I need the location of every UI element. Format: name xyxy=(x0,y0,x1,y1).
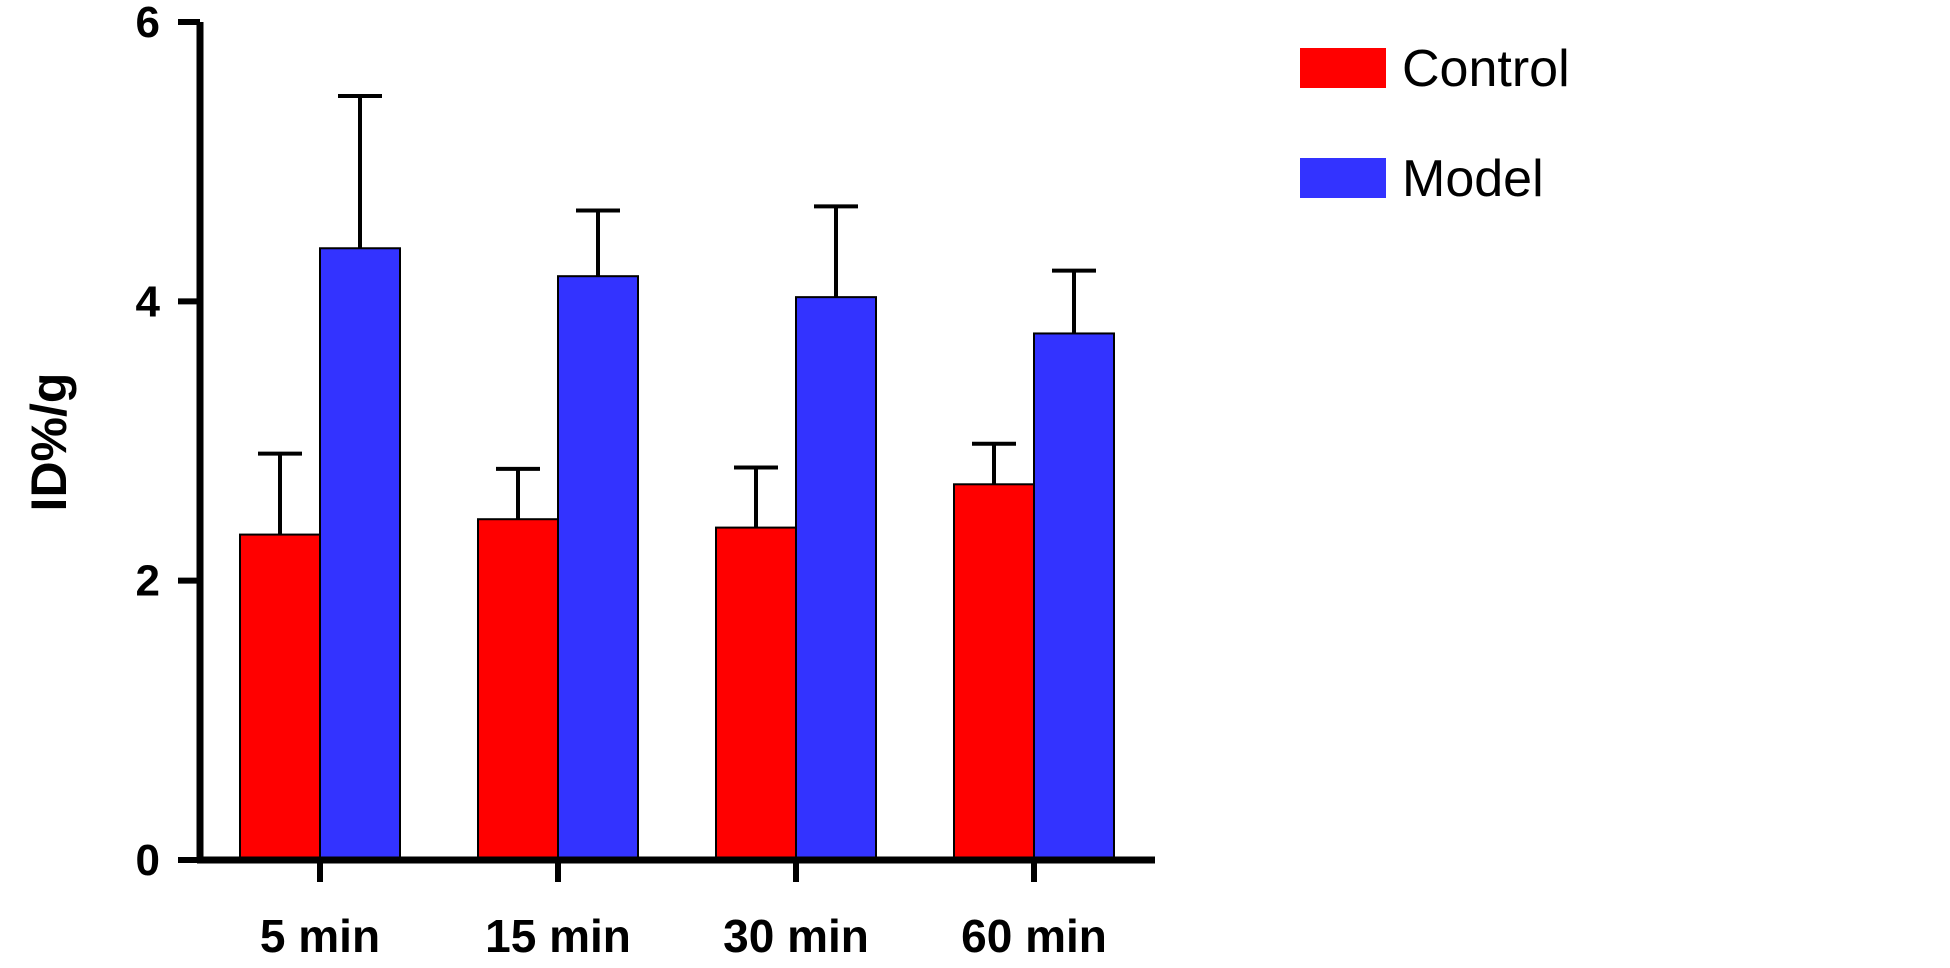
bar-control-1 xyxy=(477,518,559,861)
x-tick-label-2: 30 min xyxy=(723,910,869,962)
x-ticks: 5 min 15 min 30 min 60 min xyxy=(260,860,1107,962)
y-ticks: 0 2 4 6 xyxy=(136,0,200,885)
bar-control-3 xyxy=(953,483,1035,861)
bar-control-2 xyxy=(715,526,797,861)
bar-model-0 xyxy=(319,247,401,861)
x-tick-label-3: 60 min xyxy=(961,910,1107,962)
legend: Control Model xyxy=(1300,40,1570,208)
legend-swatch-model xyxy=(1300,158,1386,198)
bar-control-0 xyxy=(239,533,321,861)
bar-model-3 xyxy=(1033,332,1115,861)
bars-layer xyxy=(239,247,1115,862)
error-bars-layer xyxy=(258,94,1096,535)
x-tick-label-1: 15 min xyxy=(485,910,631,962)
axes-layer xyxy=(196,22,1155,864)
legend-label-control: Control xyxy=(1402,40,1570,98)
x-tick-label-0: 5 min xyxy=(260,910,380,962)
y-tick-label-4: 4 xyxy=(136,277,161,326)
legend-swatch-control xyxy=(1300,48,1386,88)
y-axis-title: ID%/g xyxy=(21,373,77,512)
legend-label-model: Model xyxy=(1402,150,1544,208)
bar-model-2 xyxy=(795,296,877,862)
y-tick-label-2: 2 xyxy=(136,557,160,606)
bar-model-1 xyxy=(557,275,639,861)
y-tick-label-6: 6 xyxy=(136,0,160,47)
y-tick-label-0: 0 xyxy=(136,836,160,885)
